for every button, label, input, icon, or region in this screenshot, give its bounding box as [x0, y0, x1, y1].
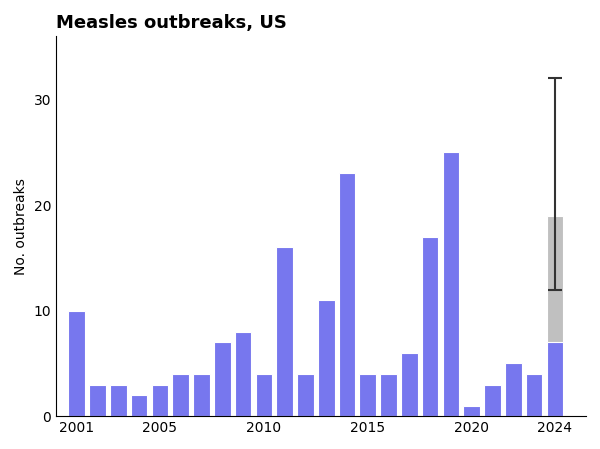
Bar — [89, 385, 106, 416]
Bar — [297, 374, 314, 416]
Bar — [172, 374, 189, 416]
Bar — [463, 406, 480, 416]
Bar — [401, 353, 418, 416]
Bar — [68, 311, 85, 416]
Bar — [152, 385, 168, 416]
Bar — [359, 374, 376, 416]
Bar — [256, 374, 272, 416]
Bar — [318, 300, 335, 416]
Bar — [277, 247, 293, 416]
Bar — [235, 332, 251, 416]
Bar — [193, 374, 210, 416]
Text: Measles outbreaks, US: Measles outbreaks, US — [56, 14, 287, 32]
Bar — [443, 152, 459, 416]
Bar — [505, 364, 521, 416]
Bar — [484, 385, 501, 416]
Bar — [110, 385, 127, 416]
Bar — [422, 237, 439, 416]
Bar — [131, 395, 148, 416]
Bar — [526, 374, 542, 416]
Bar — [547, 342, 563, 416]
Bar — [547, 216, 563, 416]
Y-axis label: No. outbreaks: No. outbreaks — [14, 178, 28, 275]
Bar — [338, 173, 355, 416]
Bar — [380, 374, 397, 416]
Bar — [214, 342, 230, 416]
